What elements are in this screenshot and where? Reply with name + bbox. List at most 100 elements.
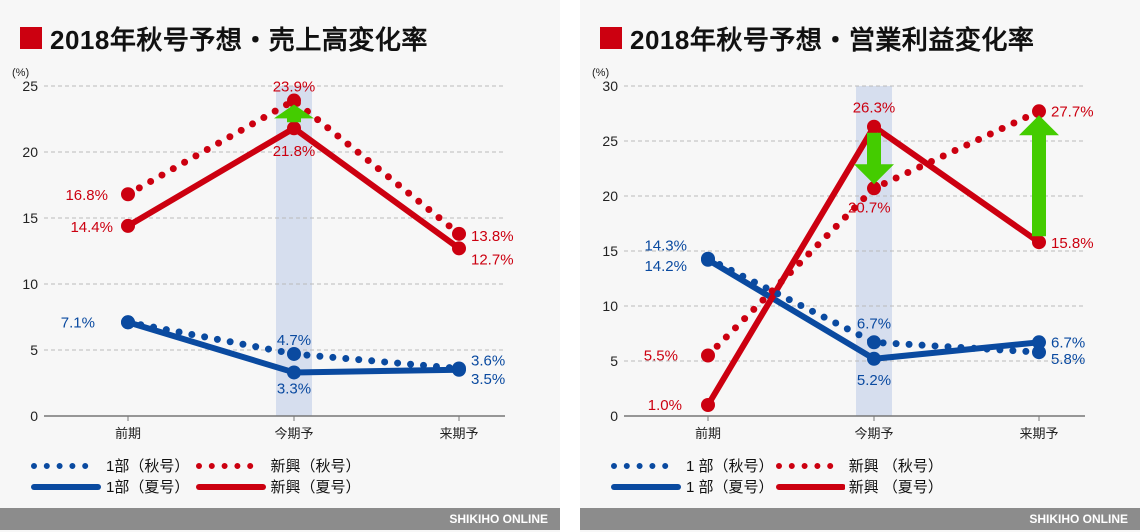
legend-label: 1 部（夏号）: [686, 479, 774, 496]
y-axis-unit: (%): [12, 67, 29, 79]
legend-swatch: [611, 462, 681, 469]
legend-label: 新興（夏号）: [270, 479, 361, 496]
data-point: [701, 398, 715, 412]
data-point: [452, 241, 466, 256]
legend-item: 1 部（夏号）: [610, 476, 775, 497]
y-tick-label: 25: [602, 133, 618, 149]
y-tick-label: 15: [602, 243, 618, 259]
legend-label: 新興 （夏号）: [848, 479, 943, 496]
data-label: 26.3%: [853, 100, 896, 117]
y-axis-unit: (%): [592, 67, 609, 79]
sales-change-panel: 2018年秋号予想・売上高変化率 0 5 10 15 20 25 (%) 前期 今期予 来期予 7.…: [0, 0, 560, 532]
data-point: [287, 121, 301, 136]
legend-item: 1部（夏号）: [30, 476, 195, 497]
data-label: 14.2%: [644, 258, 687, 275]
legend-row: 1部（夏号） 新興（夏号）: [30, 476, 361, 497]
data-label: 14.3%: [644, 238, 687, 255]
legend-label: 1 部（秋号）: [686, 458, 774, 475]
data-label: 7.1%: [61, 314, 95, 331]
legend-row: 1 部（夏号） 新興 （夏号）: [610, 476, 943, 497]
x-tick-label: 前期: [695, 426, 721, 441]
data-point: [121, 218, 135, 233]
y-tick-label: 30: [602, 78, 618, 94]
data-label: 3.5%: [471, 371, 505, 388]
data-point: [1032, 104, 1046, 119]
footer-brand: SHIKIHO ONLINE: [449, 512, 548, 526]
series-line: [704, 255, 1043, 356]
chart-title-text: 2018年秋号予想・営業利益変化率: [630, 24, 1035, 55]
data-point: [1032, 335, 1046, 350]
footer-brand: SHIKIHO ONLINE: [1029, 512, 1128, 526]
footer-bar: SHIKIHO ONLINE: [580, 508, 1140, 530]
arrow-up-icon: [1019, 115, 1059, 237]
arrow-up-icon: [274, 104, 314, 123]
data-label: 15.8%: [1051, 235, 1094, 252]
legend-item: 新興 （秋号）: [775, 455, 943, 476]
data-point: [287, 365, 301, 380]
chart-title: 2018年秋号予想・営業利益変化率: [600, 20, 1034, 56]
x-tick-label: 今期予: [274, 426, 313, 441]
data-label: 16.8%: [65, 187, 108, 204]
data-label: 13.8%: [471, 228, 514, 245]
legend-label: 1部（秋号）: [106, 458, 190, 475]
y-tick-label: 15: [22, 210, 38, 226]
y-tick-label: 10: [602, 298, 618, 314]
data-point: [867, 351, 881, 366]
data-point: [867, 335, 881, 350]
y-tick-label: 20: [602, 188, 618, 204]
y-tick-label: 20: [22, 144, 38, 160]
x-tick-label: 今期予: [854, 426, 893, 441]
data-point: [121, 315, 135, 330]
y-tick-label: 10: [22, 276, 38, 292]
data-label: 3.3%: [277, 380, 311, 397]
data-label: 1.0%: [648, 397, 682, 414]
chart-title: 2018年秋号予想・売上高変化率: [20, 20, 428, 56]
legend: 1 部（秋号） 新興 （秋号） 1 部（夏号） 新興 （夏号）: [610, 455, 943, 497]
data-point: [1032, 235, 1046, 250]
data-label: 12.7%: [471, 251, 514, 268]
x-tick-label: 前期: [115, 426, 141, 441]
x-tick-label: 来期予: [439, 426, 478, 441]
title-marker-icon: [600, 27, 622, 49]
data-point: [287, 93, 301, 108]
data-label: 14.4%: [70, 219, 113, 236]
data-label: 6.7%: [857, 315, 891, 332]
y-tick-label: 5: [610, 353, 618, 369]
data-point: [287, 346, 301, 361]
data-label: 27.7%: [1051, 103, 1094, 120]
legend-swatch: [196, 483, 266, 490]
legend-row: 1部（秋号） 新興（秋号）: [30, 455, 361, 476]
y-tick-label: 5: [30, 342, 38, 358]
data-point: [452, 226, 466, 241]
legend-item: 1部（秋号）: [30, 455, 195, 476]
footer-bar: SHIKIHO ONLINE: [0, 508, 560, 530]
legend-label: 新興（秋号）: [270, 458, 361, 475]
legend-swatch: [611, 483, 681, 490]
data-label: 23.9%: [273, 79, 316, 96]
title-marker-icon: [20, 27, 42, 49]
data-label: 5.8%: [1051, 351, 1085, 368]
legend-item: 新興 （夏号）: [775, 476, 943, 497]
legend-item: 1 部（秋号）: [610, 455, 775, 476]
data-point: [1032, 345, 1046, 360]
legend-swatch: [31, 483, 101, 490]
data-point: [701, 348, 715, 363]
legend-label: 1部（夏号）: [106, 479, 190, 496]
data-label: 21.8%: [273, 143, 316, 160]
data-label: 4.7%: [277, 332, 311, 349]
legend-label: 新興 （秋号）: [848, 458, 943, 475]
chart-title-text: 2018年秋号予想・売上高変化率: [50, 24, 428, 55]
data-point: [701, 251, 715, 266]
operating-profit-change-panel: 2018年秋号予想・営業利益変化率 0 5 10 15 20 25 30 (%) 前期 今期予 来期…: [580, 0, 1140, 532]
data-label: 5.5%: [644, 348, 678, 365]
data-point: [867, 181, 881, 196]
y-tick-label: 0: [30, 408, 38, 424]
data-point: [867, 119, 881, 134]
highlight-band: [276, 86, 312, 416]
legend-swatch: [776, 462, 845, 469]
arrow-down-icon: [854, 132, 894, 185]
y-tick-label: 0: [610, 408, 618, 424]
legend-row: 1 部（秋号） 新興 （秋号）: [610, 455, 943, 476]
legend: 1部（秋号） 新興（秋号） 1部（夏号） 新興（夏号）: [30, 455, 361, 497]
